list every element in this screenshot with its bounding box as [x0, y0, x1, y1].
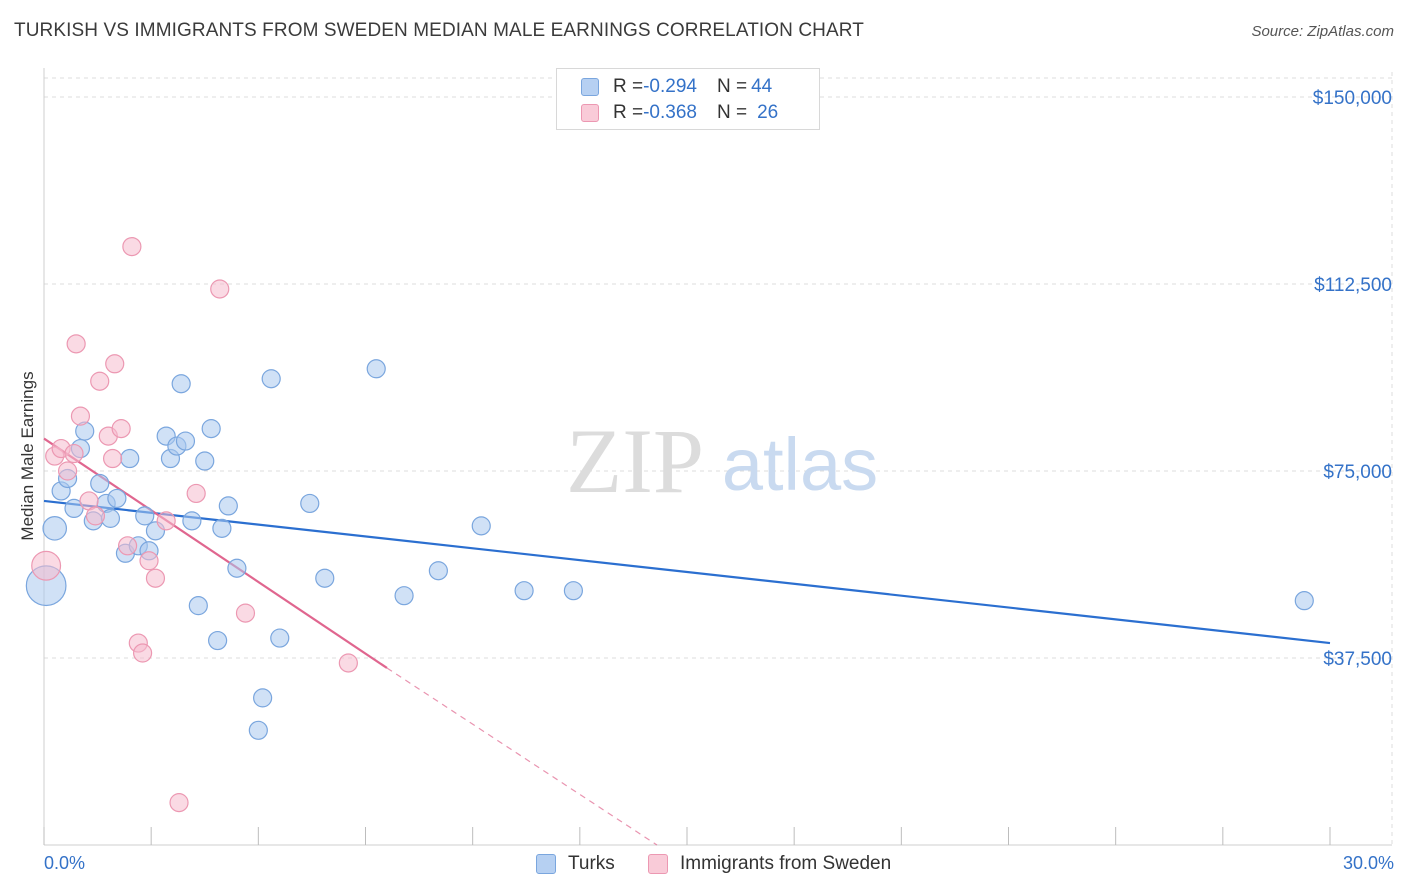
turks-point [188, 596, 208, 616]
sweden-point [145, 568, 166, 588]
turks-point [227, 558, 247, 578]
turks-point [175, 431, 196, 451]
sweden-point [105, 354, 125, 374]
legend-item-turks: Turks [536, 852, 615, 876]
legend-label-turks: Turks [568, 853, 615, 874]
turks-point [514, 581, 534, 601]
y-tick-label: $150,000 [1313, 88, 1392, 109]
turks-point [253, 688, 273, 708]
watermark-zip: ZIP [566, 410, 704, 512]
sweden-trend-extension [386, 667, 658, 846]
sweden-point [64, 443, 84, 464]
turks-point [394, 586, 414, 606]
turks-point [1294, 591, 1314, 611]
watermark-atlas: atlas [722, 423, 878, 506]
axes [43, 68, 1392, 846]
sweden-point [70, 406, 91, 426]
turks-trend-line [43, 499, 1331, 645]
turks-point [90, 473, 110, 494]
sweden-point [156, 511, 176, 531]
turks-point [471, 516, 491, 536]
turks-point [107, 488, 127, 509]
legend-label-sweden: Immigrants from Sweden [680, 853, 892, 874]
turks-point [135, 506, 155, 526]
legend-item-sweden: Immigrants from Sweden [648, 852, 891, 876]
turks-point [270, 628, 290, 648]
legend-row-turks: R = -0.294 N = 44 [581, 75, 772, 99]
turks-point [366, 359, 386, 379]
sweden-legend-swatch [648, 854, 668, 874]
turks-point [195, 451, 215, 471]
data-points [25, 237, 1314, 813]
y-tick-label: $37,500 [1323, 649, 1392, 670]
legend-n-label: N = [716, 102, 748, 123]
sweden-point [90, 371, 110, 391]
turks-point [428, 561, 448, 581]
legend-r-label: R = [613, 76, 644, 97]
legend-r-value: -0.294 [643, 76, 697, 97]
legend-n-value: 26 [757, 102, 779, 123]
legend-r-label: R = [613, 102, 644, 123]
turks-point [248, 720, 268, 740]
turks-point [261, 369, 281, 389]
sweden-point [102, 448, 123, 469]
turks-point [218, 496, 238, 516]
sweden-point [139, 551, 159, 571]
turks-swatch [581, 78, 599, 96]
legend-n-value: 44 [751, 76, 773, 97]
sweden-point [210, 279, 230, 299]
sweden-point [132, 643, 153, 663]
turks-point [182, 511, 202, 531]
y-tick-labels: $37,500 $75,000 $112,500 $150,000 [1313, 88, 1392, 670]
turks-point [208, 630, 228, 651]
x-tick-label: 0.0% [44, 853, 85, 873]
sweden-point [31, 550, 62, 581]
watermark: ZIP atlas [566, 410, 878, 512]
turks-point [315, 568, 335, 588]
turks-point [42, 516, 68, 541]
sweden-point [111, 419, 131, 439]
source-note: Source: ZipAtlas.com [1251, 23, 1394, 40]
sweden-point [186, 483, 206, 504]
sweden-point [66, 334, 86, 354]
sweden-point [57, 461, 78, 481]
turks-point [171, 374, 191, 394]
y-axis-label: Median Male Earnings [18, 371, 37, 540]
legend-row-sweden: R = -0.368 N = 26 [581, 101, 778, 125]
y-tick-label: $112,500 [1314, 275, 1392, 296]
y-tick-label: $75,000 [1323, 462, 1392, 483]
sweden-point [122, 237, 142, 257]
x-tick-label: 30.0% [1343, 853, 1394, 873]
turks-point [120, 448, 140, 469]
sweden-point [117, 536, 138, 556]
grid-lines [44, 72, 1393, 845]
sweden-swatch [581, 104, 599, 122]
sweden-point [169, 793, 189, 813]
turks-point [563, 581, 584, 601]
stats-legend: R = -0.294 N = 44 R = -0.368 N = 26 [556, 68, 820, 130]
sweden-point [338, 653, 358, 673]
chart-title: TURKISH VS IMMIGRANTS FROM SWEDEN MEDIAN… [14, 20, 864, 41]
legend-r-value: -0.368 [643, 102, 697, 123]
x-tick-labels: 0.0% 30.0% [44, 853, 1394, 873]
series-legend: Turks Immigrants from Sweden [0, 852, 1406, 876]
sweden-point [85, 506, 106, 526]
turks-legend-swatch [536, 854, 556, 874]
legend-n-label: N = [716, 76, 748, 97]
turks-point [300, 493, 320, 514]
turks-point [212, 518, 232, 538]
sweden-point [235, 603, 256, 623]
turks-point [201, 419, 221, 439]
